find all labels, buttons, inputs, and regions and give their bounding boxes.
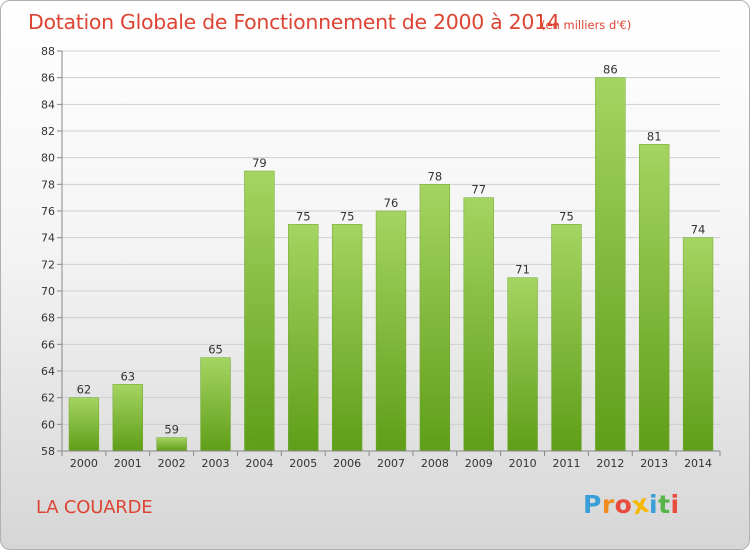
value-label-2013: 81 (647, 129, 662, 143)
x-tick-label-2006: 2006 (333, 457, 361, 470)
value-label-2007: 76 (384, 196, 399, 210)
logo-letter: P (583, 490, 602, 519)
y-tick-label: 88 (41, 45, 55, 58)
x-tick-label-2012: 2012 (596, 457, 624, 470)
bar-2004[interactable] (244, 170, 275, 452)
bar-2005[interactable] (288, 224, 319, 452)
value-label-2004: 79 (252, 156, 267, 170)
value-label-2002: 59 (164, 423, 179, 437)
x-tick-label-2002: 2002 (158, 457, 186, 470)
x-tick-label-2014: 2014 (684, 457, 712, 470)
labels: 58 60 62 64 66 68 70 72 74 76 78 80 82 84 86 88 62 2000 63… (41, 45, 712, 470)
bar-2009[interactable] (463, 197, 494, 452)
x-tick-label-2013: 2013 (640, 457, 668, 470)
y-tick-label: 58 (41, 445, 55, 458)
x-tick-label-2008: 2008 (421, 457, 449, 470)
value-label-2005: 75 (296, 209, 311, 223)
bar-2001[interactable] (112, 384, 143, 452)
commune-name: LA COUARDE (36, 497, 153, 518)
value-label-2014: 74 (691, 223, 706, 237)
y-tick-label: 74 (41, 232, 55, 245)
x-tick-label-2007: 2007 (377, 457, 405, 470)
y-tick-label: 84 (41, 98, 55, 111)
bar-2008[interactable] (419, 184, 451, 452)
x-tick-label-2005: 2005 (289, 457, 317, 470)
logo-letter: t (658, 490, 671, 519)
y-tick-label: 80 (41, 152, 55, 165)
bar-2011[interactable] (551, 224, 582, 452)
x-tick-label-2003: 2003 (202, 457, 230, 470)
y-tick-label: 64 (41, 365, 55, 378)
value-label-2010: 71 (515, 263, 530, 277)
y-tick-label: 68 (41, 312, 55, 325)
proxiti-logo[interactable]: Proxiti (583, 489, 680, 521)
y-tick-label: 62 (41, 392, 55, 405)
x-tick-label-2004: 2004 (245, 457, 273, 470)
value-label-2009: 77 (471, 183, 486, 197)
bar-2014[interactable] (682, 237, 714, 452)
bars (68, 77, 714, 452)
value-label-2006: 75 (340, 209, 355, 223)
bar-2012[interactable] (595, 77, 626, 452)
y-tick-label: 70 (41, 285, 55, 298)
y-tick-label: 78 (41, 178, 55, 191)
logo-letter: i (670, 490, 680, 519)
bar-2013[interactable] (639, 144, 670, 452)
chart-unit: (en milliers d'€) (541, 18, 632, 32)
logo-letter: r (601, 490, 615, 519)
bar-2006[interactable] (331, 224, 363, 452)
value-label-2001: 63 (120, 369, 135, 383)
bar-2007[interactable] (375, 210, 407, 452)
x-tick-label-2009: 2009 (465, 457, 493, 470)
value-label-2012: 86 (603, 63, 618, 77)
value-label-2011: 75 (559, 209, 574, 223)
x-tick-label-2010: 2010 (509, 457, 537, 470)
x-tick-label-2011: 2011 (552, 457, 580, 470)
x-tick-label-2001: 2001 (114, 457, 142, 470)
value-label-2008: 78 (428, 169, 443, 183)
bar-2010[interactable] (507, 277, 538, 452)
y-tick-label: 76 (41, 205, 55, 218)
y-tick-label: 86 (41, 72, 55, 85)
axes (57, 50, 721, 456)
logo-letter: o (614, 490, 633, 519)
y-tick-label: 72 (41, 258, 55, 271)
value-label-2000: 62 (77, 383, 92, 397)
bar-2002[interactable] (156, 437, 187, 452)
x-tick-label-2000: 2000 (70, 457, 98, 470)
bar-2000[interactable] (68, 397, 100, 452)
value-label-2003: 65 (208, 343, 223, 357)
y-tick-label: 66 (41, 338, 55, 351)
logo-letter: i (649, 490, 659, 519)
chart-title: Dotation Globale de Fonctionnement de 20… (28, 10, 560, 34)
y-tick-label: 60 (41, 418, 55, 431)
bar-2003[interactable] (200, 357, 231, 452)
y-tick-label: 82 (41, 125, 55, 138)
